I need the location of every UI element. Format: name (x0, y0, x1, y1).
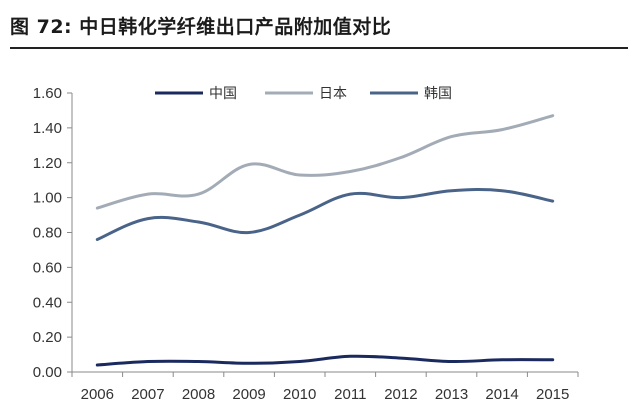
x-tick-label: 2015 (536, 386, 569, 403)
x-tick-label: 2014 (485, 386, 518, 403)
y-axis-tick-labels: 0.00 0.20 0.40 0.60 0.80 1.00 1.20 1.40 1.60 (33, 85, 62, 381)
y-tick-label: 1.60 (33, 85, 62, 102)
title-divider (10, 47, 628, 49)
y-tick-label: 0.60 (33, 259, 62, 276)
legend-label: 中国 (209, 86, 237, 102)
x-tick-label: 2007 (131, 386, 164, 403)
x-tick-label: 2010 (283, 386, 316, 403)
legend-label: 韩国 (424, 86, 452, 102)
y-tick-label: 0.00 (33, 364, 62, 381)
y-tick-label: 1.20 (33, 155, 62, 172)
series-line-2 (95, 188, 555, 241)
legend-label: 日本 (319, 86, 347, 102)
series-line-0 (95, 354, 555, 367)
x-axis-tick-labels: 2006 2007 2008 2009 2010 2011 2012 2013 2014 2015 (81, 386, 570, 403)
y-tick-label: 1.00 (33, 190, 62, 207)
x-tick-label: 2009 (232, 386, 265, 403)
y-tick-label: 0.40 (33, 294, 62, 311)
x-tick-label: 2013 (435, 386, 468, 403)
y-tick-label: 0.20 (33, 329, 62, 346)
series-lines (95, 114, 555, 367)
legend: 中国 日本 韩国 (155, 86, 452, 102)
y-tick-label: 0.80 (33, 225, 62, 242)
x-tick-label: 2011 (334, 386, 366, 403)
x-tick-label: 2008 (182, 386, 215, 403)
series-line-1 (95, 114, 555, 210)
y-tick-label: 1.40 (33, 120, 62, 137)
figure-title: 图 72: 中日韩化学纤维出口产品附加值对比 (10, 15, 392, 38)
x-tick-label: 2012 (384, 386, 417, 403)
chart-axes (67, 92, 579, 377)
x-tick-label: 2006 (81, 386, 114, 403)
